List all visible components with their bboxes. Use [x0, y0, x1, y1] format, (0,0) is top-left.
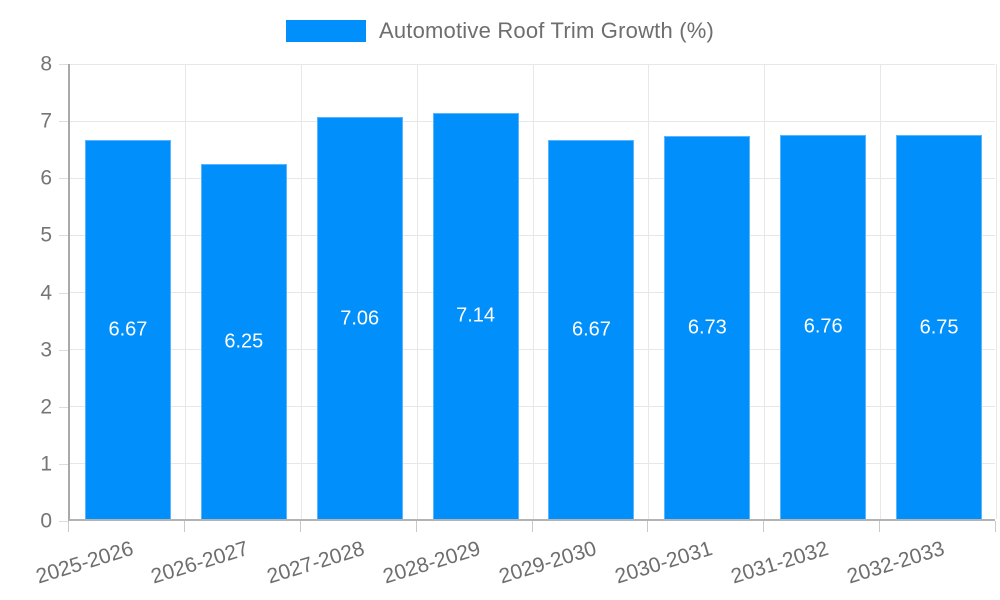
x-tick-label: 2025-2026: [32, 537, 136, 589]
bar[interactable]: 7.14: [432, 112, 519, 519]
y-tick: [59, 64, 68, 65]
y-tick-label: 4: [40, 281, 52, 304]
y-tick-label: 8: [40, 52, 52, 76]
x-tick-label: 2028-2029: [380, 537, 484, 589]
y-tick-label: 2: [40, 395, 52, 419]
gridline-v: [532, 64, 534, 519]
legend-label: Automotive Roof Trim Growth (%): [378, 18, 715, 43]
y-tick: [59, 235, 68, 237]
x-tick: [299, 521, 301, 532]
x-tick: [415, 521, 417, 532]
y-tick-label: 1: [40, 452, 52, 476]
bar-value-label: 6.73: [687, 316, 727, 339]
x-tick-label: 2030-2031: [612, 537, 716, 589]
y-tick-label: 3: [40, 338, 52, 362]
bar[interactable]: 6.67: [84, 139, 171, 519]
legend-swatch-icon: [285, 20, 366, 42]
bar[interactable]: 6.67: [548, 139, 635, 519]
gridline-v: [996, 64, 997, 519]
y-tick-label: 6: [40, 166, 52, 190]
x-tick-label: 2026-2027: [148, 537, 252, 589]
gridline-v: [416, 64, 418, 519]
y-tick: [59, 121, 68, 123]
bar-value-label: 6.25: [224, 330, 264, 353]
bar[interactable]: 6.75: [896, 135, 983, 519]
y-tick: [59, 521, 68, 522]
y-tick-label: 0: [40, 509, 52, 533]
y-tick: [59, 406, 68, 408]
x-tick: [68, 521, 69, 532]
plot-area: 6.67 6.25 7.06 7.14 6.67 6.73 6.76 6.75: [68, 63, 997, 521]
bar[interactable]: 6.73: [664, 136, 751, 519]
y-tick: [59, 178, 68, 180]
y-tick: [59, 463, 68, 465]
bar-value-label: 6.76: [803, 315, 843, 338]
bar-value-label: 6.75: [919, 316, 959, 339]
bar[interactable]: 6.76: [780, 134, 867, 519]
gridline-v: [648, 64, 650, 519]
x-tick-label: 2029-2030: [496, 537, 600, 589]
x-tick: [531, 521, 533, 532]
bar-value-label: 7.14: [456, 304, 496, 327]
x-tick: [183, 521, 185, 532]
x-tick: [763, 521, 765, 532]
bar-value-label: 7.06: [340, 307, 380, 330]
chart-legend[interactable]: Automotive Roof Trim Growth (%): [0, 18, 1000, 44]
gridline-v: [184, 64, 186, 519]
y-tick-label: 7: [40, 109, 52, 133]
gridline-v: [880, 64, 882, 519]
bar-value-label: 6.67: [108, 318, 148, 341]
x-tick: [879, 521, 881, 532]
bar-value-label: 6.67: [571, 318, 611, 341]
x-tick: [995, 521, 996, 532]
gridline-v: [300, 64, 302, 519]
bar[interactable]: 6.25: [200, 163, 287, 519]
gridline-v: [764, 64, 766, 519]
y-tick: [59, 349, 68, 351]
y-tick: [59, 292, 68, 294]
x-tick: [647, 521, 649, 532]
x-tick-label: 2032-2033: [844, 537, 947, 589]
x-tick-label: 2027-2028: [264, 537, 368, 589]
x-tick-label: 2031-2032: [728, 537, 831, 589]
bar[interactable]: 7.06: [316, 117, 403, 519]
y-tick-label: 5: [40, 223, 52, 247]
